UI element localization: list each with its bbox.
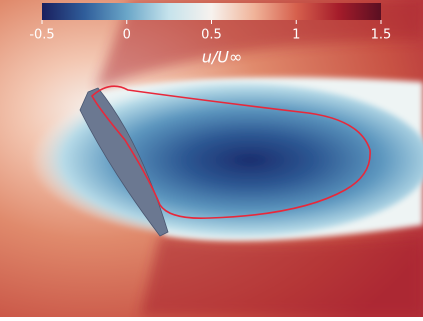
- colorbar: -0.5 0 0.5 1 1.5: [29, 3, 391, 43]
- colorbar-scale: [42, 3, 381, 20]
- colorbar-tick-label: -0.5: [29, 28, 54, 43]
- colorbar-tick-label: 0.5: [201, 28, 222, 43]
- colorbar-tick-label: 1: [292, 28, 300, 43]
- colorbar-label: u/U∞: [202, 48, 243, 67]
- colorbar-tick-label: 1.5: [371, 28, 392, 43]
- colorbar-tick-label: 0: [123, 28, 131, 43]
